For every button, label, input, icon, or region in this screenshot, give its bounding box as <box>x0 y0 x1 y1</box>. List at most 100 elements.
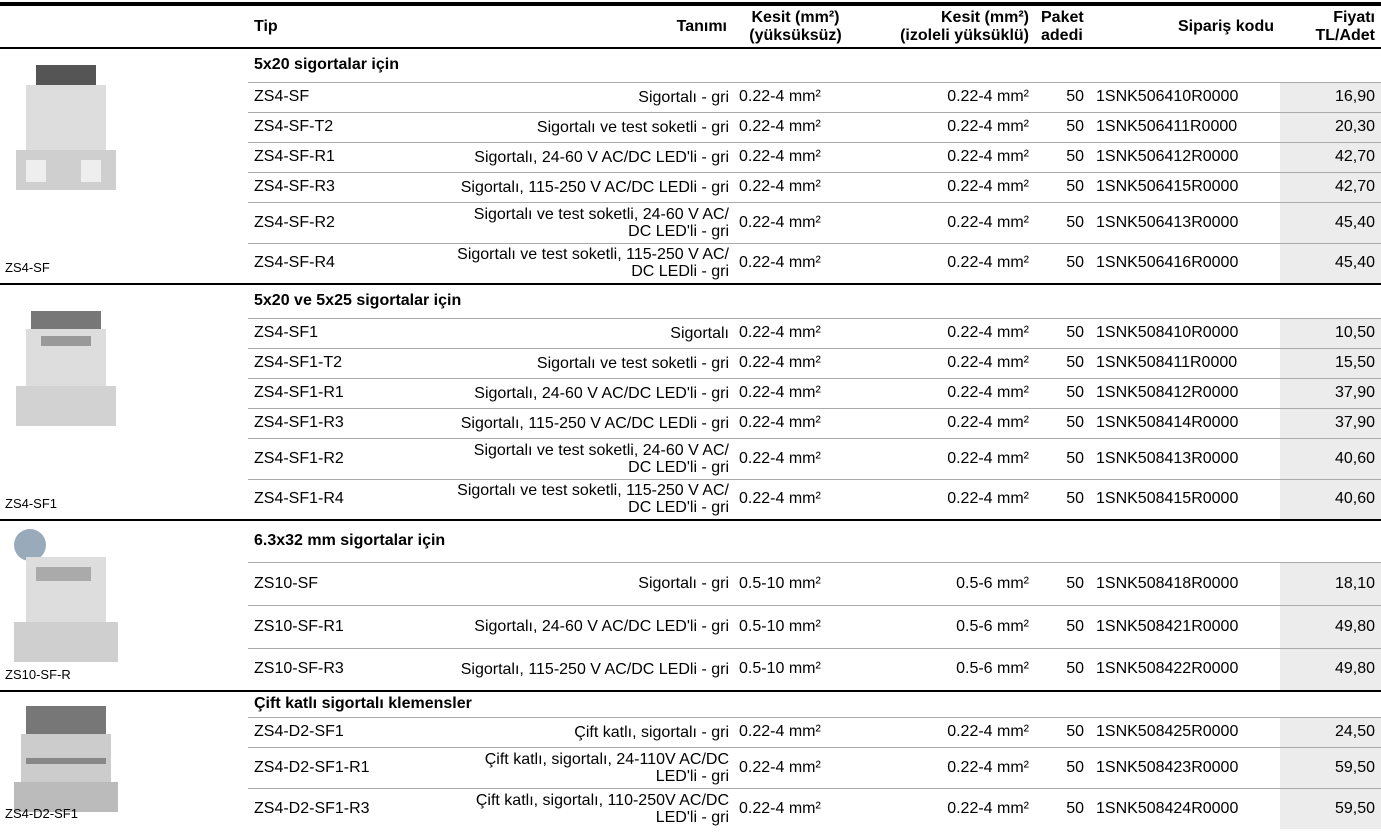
price-cell: 20,30 <box>1280 111 1381 142</box>
section-cell: 0.22-4 mm² <box>733 317 858 348</box>
section-insulated-cell: 0.22-4 mm² <box>858 111 1035 142</box>
type-cell: ZS4-D2-SF1-R1 <box>248 746 388 788</box>
section-insulated-cell: 0.22-4 mm² <box>858 242 1035 284</box>
order-code-cell: 1SNK506415R0000 <box>1090 171 1280 202</box>
section-insulated-cell: 0.22-4 mm² <box>858 317 1035 348</box>
pack-cell: 50 <box>1035 111 1090 142</box>
column-header: Paket adedi <box>1035 4 1090 49</box>
product-row: ZS4-SF-R1 Sigortalı, 24-60 V AC/DC LED'li… <box>0 141 1381 172</box>
pack-cell: 50 <box>1035 242 1090 284</box>
group-title-row: ZS4-SF1 5x20 ve 5x25 sigortalar için <box>0 283 1381 520</box>
section-cell: 0.22-4 mm² <box>733 787 858 829</box>
group-title: 6.3x32 mm sigortalar için <box>248 519 1381 562</box>
section-cell: 0.22-4 mm² <box>733 111 858 142</box>
product-row: ZS4-SF1-R4 Sigortalı ve test soketli, 115… <box>0 478 1381 520</box>
pack-cell: 50 <box>1035 81 1090 112</box>
type-cell: ZS10-SF-R1 <box>248 604 388 648</box>
pack-cell: 50 <box>1035 716 1090 747</box>
section-insulated-cell: 0.22-4 mm² <box>858 787 1035 829</box>
pack-cell: 50 <box>1035 746 1090 788</box>
product-row: ZS4-SF1 Sigortalı 0.22-4 mm² 0.22-4 mm² 50 1S… <box>0 317 1381 348</box>
description-cell: Sigortalı ve test soketli - gri <box>388 111 733 142</box>
price-cell: 37,90 <box>1280 377 1381 408</box>
section-insulated-cell: 0.22-4 mm² <box>858 478 1035 520</box>
order-code-cell: 1SNK508414R0000 <box>1090 407 1280 438</box>
order-code-cell: 1SNK508425R0000 <box>1090 716 1280 747</box>
section-cell: 0.22-4 mm² <box>733 377 858 408</box>
pack-cell: 50 <box>1035 561 1090 605</box>
product-row: ZS4-SF Sigortalı - gri 0.22-4 mm² 0.22-4 mm… <box>0 81 1381 112</box>
type-cell: ZS4-SF1-R1 <box>248 377 388 408</box>
pack-cell: 50 <box>1035 377 1090 408</box>
product-row: ZS10-SF-R3 Sigortalı, 115-250 V AC/DC LED… <box>0 647 1381 691</box>
description-cell: Sigortalı, 115-250 V AC/DC LEDli - gri <box>388 647 733 691</box>
section-insulated-cell: 0.22-4 mm² <box>858 171 1035 202</box>
header-blank <box>0 4 248 49</box>
column-header: Tanımı <box>388 4 733 49</box>
product-row: ZS4-SF1-T2 Sigortalı ve test soketli - gr… <box>0 347 1381 378</box>
description-cell: Çift katlı, sigortalı - gri <box>388 716 733 747</box>
product-row: ZS10-SF-R1 Sigortalı, 24-60 V AC/DC LED'l… <box>0 604 1381 648</box>
section-cell: 0.22-4 mm² <box>733 347 858 378</box>
section-cell: 0.22-4 mm² <box>733 201 858 243</box>
group-title: 5x20 sigortalar için <box>248 47 1381 82</box>
description-cell: Sigortalı, 24-60 V AC/DC LED'li - gri <box>388 604 733 648</box>
order-code-cell: 1SNK508424R0000 <box>1090 787 1280 829</box>
pack-cell: 50 <box>1035 787 1090 829</box>
description-cell: Çift katlı, sigortalı, 110-250V AC/DC LE… <box>388 787 733 829</box>
description-cell: Sigortalı ve test soketli, 24-60 V AC/ D… <box>388 201 733 243</box>
pack-cell: 50 <box>1035 317 1090 348</box>
column-header: Sipariş kodu <box>1090 4 1280 49</box>
price-cell: 24,50 <box>1280 716 1381 747</box>
type-cell: ZS4-SF <box>248 81 388 112</box>
order-code-cell: 1SNK506410R0000 <box>1090 81 1280 112</box>
section-cell: 0.22-4 mm² <box>733 407 858 438</box>
group-title-row: ZS4-SF 5x20 sigortalar için <box>0 47 1381 284</box>
table-body: Tip Tanımı Kesit (mm²) (yüksüksüz) Kesit (m… <box>0 4 1381 829</box>
column-header: Fiyatı TL/Adet <box>1280 4 1381 49</box>
image-label: ZS10-SF-R <box>5 667 71 682</box>
order-code-cell: 1SNK508421R0000 <box>1090 604 1280 648</box>
product-row: ZS4-SF-R4 Sigortalı ve test soketli, 115-… <box>0 242 1381 284</box>
section-insulated-cell: 0.22-4 mm² <box>858 377 1035 408</box>
description-cell: Sigortalı - gri <box>388 561 733 605</box>
column-header: Kesit (mm²) (yüksüksüz) <box>733 4 858 49</box>
group-title: 5x20 ve 5x25 sigortalar için <box>248 283 1381 318</box>
section-cell: 0.22-4 mm² <box>733 171 858 202</box>
product-row: ZS4-SF1-R3 Sigortalı, 115-250 V AC/DC LED… <box>0 407 1381 438</box>
type-cell: ZS4-SF1-T2 <box>248 347 388 378</box>
pack-cell: 50 <box>1035 437 1090 479</box>
description-cell: Sigortalı ve test soketli, 115-250 V AC/… <box>388 242 733 284</box>
order-code-cell: 1SNK508410R0000 <box>1090 317 1280 348</box>
type-cell: ZS4-D2-SF1-R3 <box>248 787 388 829</box>
column-header: Kesit (mm²) (izoleli yüksüklü) <box>858 4 1035 49</box>
section-cell: 0.22-4 mm² <box>733 478 858 520</box>
column-header: Tip <box>248 4 388 49</box>
image-cell: ZS4-SF1 <box>0 283 248 520</box>
type-cell: ZS4-D2-SF1 <box>248 716 388 747</box>
section-insulated-cell: 0.22-4 mm² <box>858 746 1035 788</box>
image-cell: ZS10-SF-R <box>0 519 248 691</box>
order-code-cell: 1SNK508415R0000 <box>1090 478 1280 520</box>
product-image <box>14 706 118 812</box>
section-cell: 0.5-10 mm² <box>733 561 858 605</box>
type-cell: ZS4-SF1-R2 <box>248 437 388 479</box>
order-code-cell: 1SNK506411R0000 <box>1090 111 1280 142</box>
order-code-cell: 1SNK506412R0000 <box>1090 141 1280 172</box>
price-cell: 42,70 <box>1280 141 1381 172</box>
type-cell: ZS10-SF-R3 <box>248 647 388 691</box>
section-insulated-cell: 0.5-6 mm² <box>858 647 1035 691</box>
price-cell: 40,60 <box>1280 437 1381 479</box>
pack-cell: 50 <box>1035 141 1090 172</box>
price-cell: 59,50 <box>1280 746 1381 788</box>
section-cell: 0.22-4 mm² <box>733 242 858 284</box>
section-cell: 0.22-4 mm² <box>733 437 858 479</box>
type-cell: ZS4-SF1-R3 <box>248 407 388 438</box>
pack-cell: 50 <box>1035 201 1090 243</box>
product-image <box>16 311 116 426</box>
section-insulated-cell: 0.22-4 mm² <box>858 716 1035 747</box>
type-cell: ZS4-SF-R4 <box>248 242 388 284</box>
image-cell: ZS4-SF <box>0 47 248 284</box>
section-insulated-cell: 0.22-4 mm² <box>858 347 1035 378</box>
